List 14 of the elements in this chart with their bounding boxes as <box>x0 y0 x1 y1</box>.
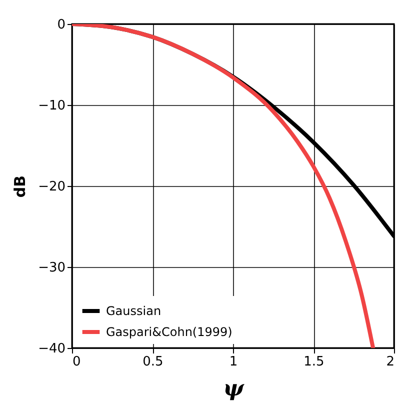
x-tick-label: 2 <box>386 354 394 370</box>
x-tick-label: 0.5 <box>142 354 164 370</box>
y-tick-label: −40 <box>38 342 66 356</box>
y-tick-label: −10 <box>38 98 66 114</box>
y-tick-label: −30 <box>38 260 66 276</box>
legend-label: Gaspari&Cohn(1999) <box>106 325 232 339</box>
x-tick-label: 1 <box>229 354 238 370</box>
x-axis-title: ψ <box>223 376 246 402</box>
x-tick-label: 0 <box>72 354 81 370</box>
legend-label: Gaussian <box>106 304 162 318</box>
y-tick-label: −20 <box>38 180 66 194</box>
x-tick-label: 1.5 <box>304 354 324 370</box>
y-axis-title: dB <box>11 175 30 198</box>
y-tick-label: 0 <box>57 18 66 32</box>
